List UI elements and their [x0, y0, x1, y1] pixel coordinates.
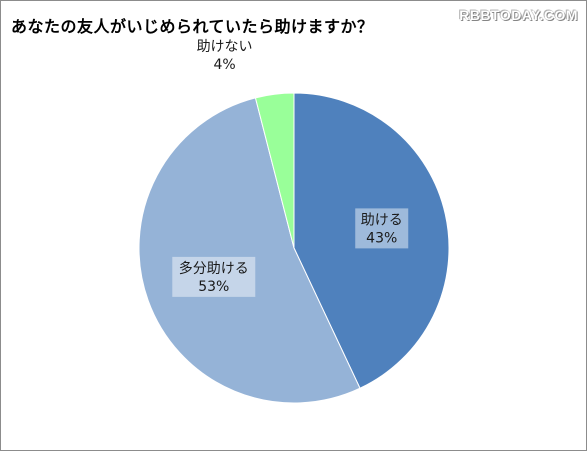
- data-label: 多分助ける 53%: [172, 256, 256, 297]
- pie-slice: [138, 97, 361, 404]
- slice-category-label: 助ける: [361, 212, 403, 228]
- slice-category-label: 多分助ける: [179, 260, 249, 277]
- data-label: 助ける 43%: [355, 208, 409, 249]
- data-label-box: [355, 208, 409, 249]
- slice-value-label: 53%: [198, 279, 229, 295]
- data-label: 助けない 4%: [197, 39, 253, 73]
- slice-category-label: 助けない: [197, 39, 253, 55]
- chart-title: あなたの友人がいじめられていたら助けますか？: [11, 17, 374, 36]
- pie-slice: [293, 92, 450, 389]
- slice-value-label: 4%: [213, 57, 235, 73]
- pie-slice: [254, 92, 295, 249]
- data-label-box: [172, 256, 256, 297]
- watermark-logo: RBBTODAY.COM: [459, 7, 578, 23]
- slice-value-label: 43%: [366, 230, 397, 246]
